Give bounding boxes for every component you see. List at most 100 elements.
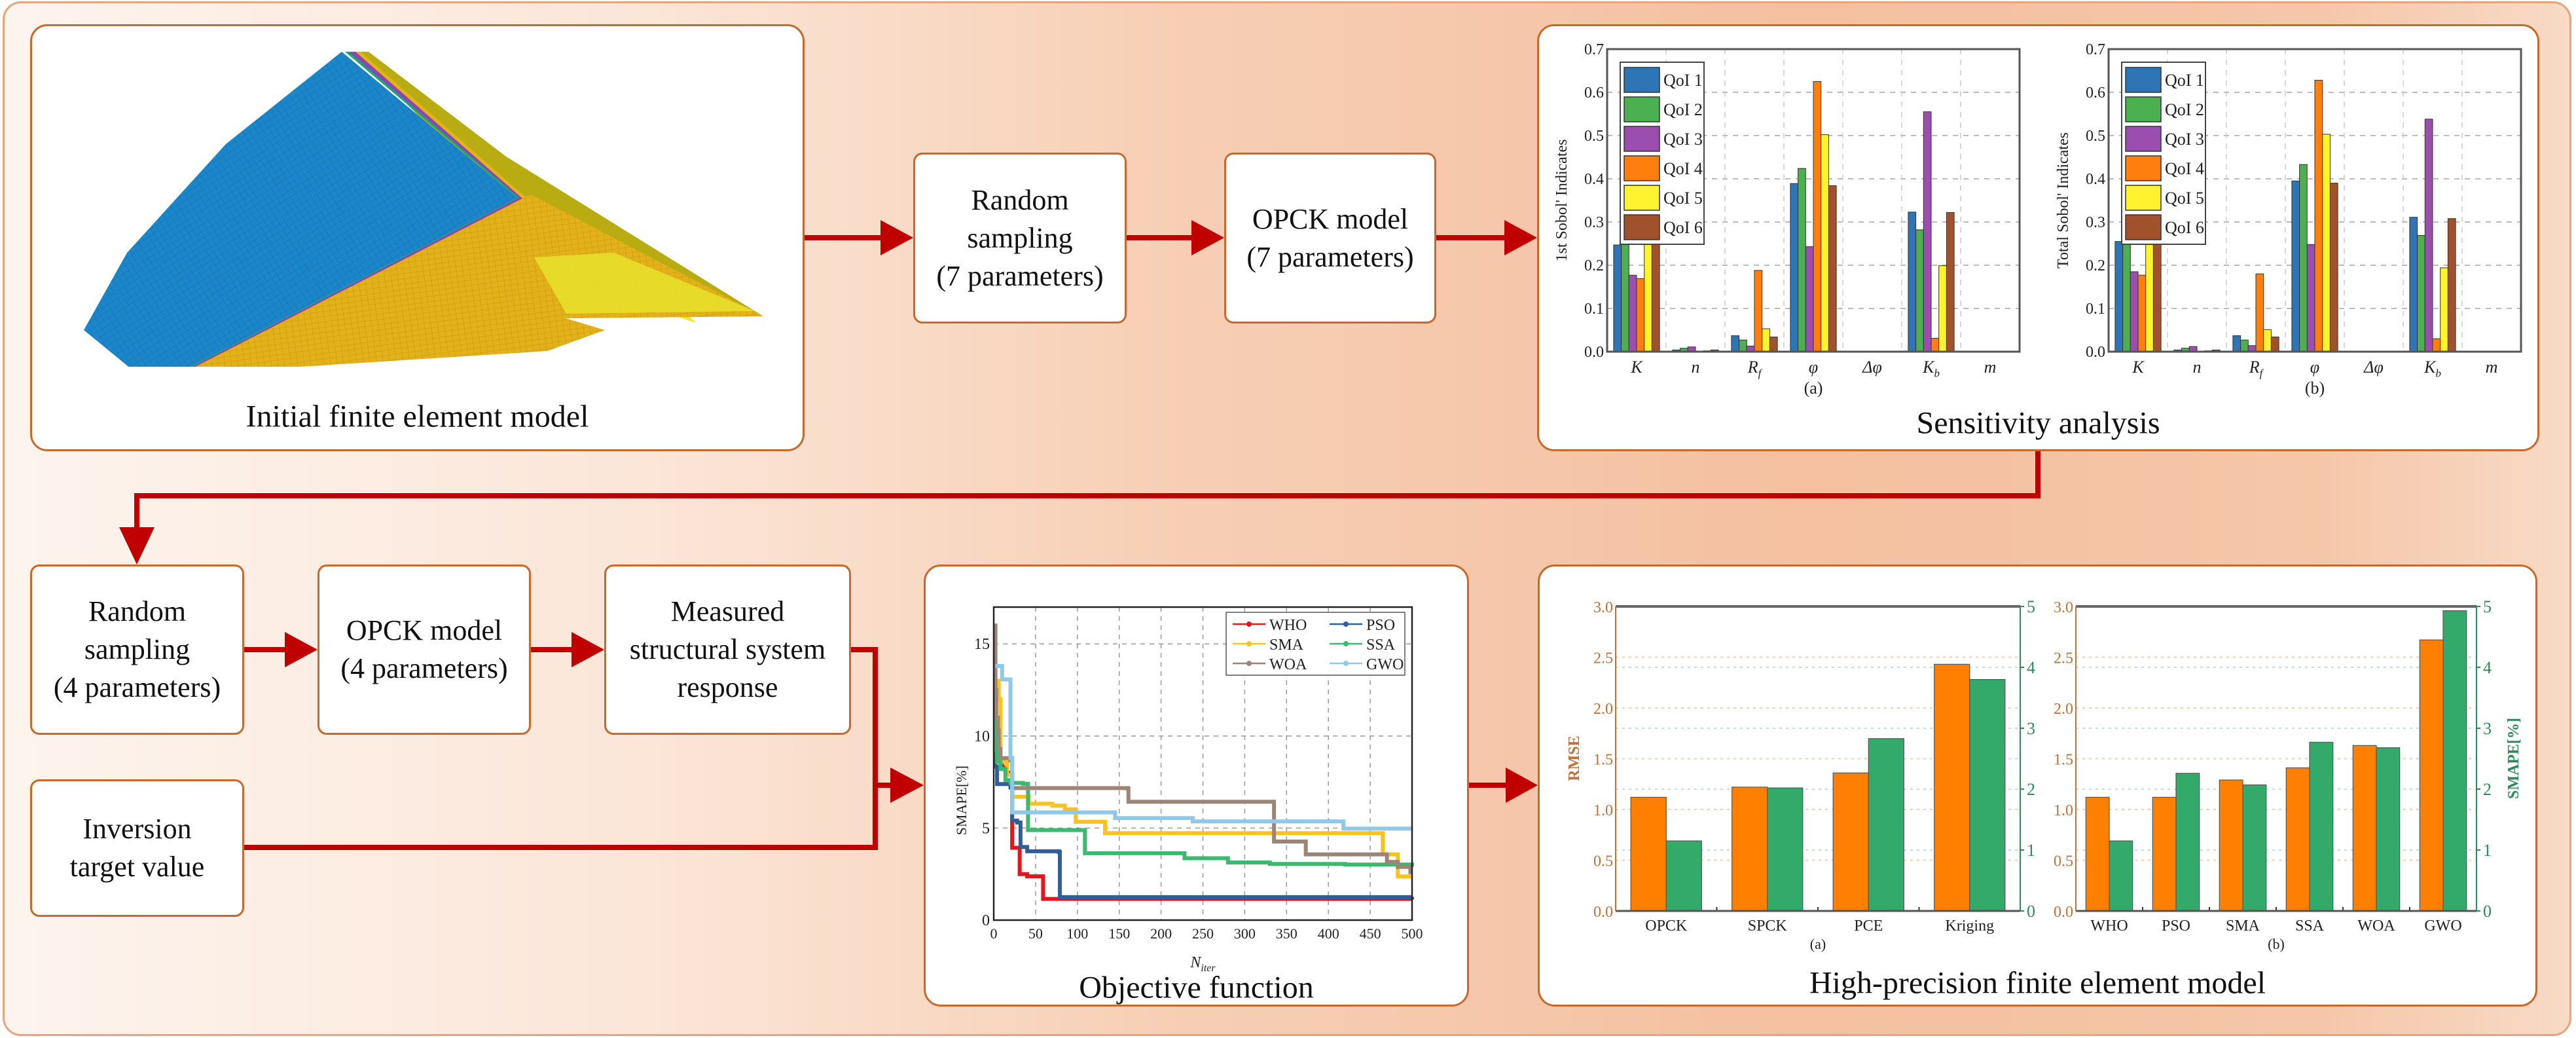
bar bbox=[2424, 119, 2433, 352]
sobol-first-order-chart: 0.0 0.1 0.2 0.3 0.4 0.5 0.6 0.7 K n Rf φ Δφ Kb m (a) 1st… bbox=[1553, 41, 2021, 398]
sobol-total-order-chart: 0.0 0.1 0.2 0.3 0.4 0.5 0.6 0.7 K n Rf φ Δφ Kb m (b) Tot… bbox=[2055, 41, 2522, 398]
y-tick-label: 2.0 bbox=[1593, 701, 1613, 718]
legend-swatch bbox=[2125, 96, 2162, 122]
y-right-tick-label: 0 bbox=[2483, 902, 2492, 921]
x-tick-label: φ bbox=[1809, 358, 1818, 377]
initial-model-panel: Initial finite element model bbox=[30, 24, 805, 451]
bar bbox=[2322, 134, 2331, 352]
y-tick-label: 2.5 bbox=[1593, 650, 1613, 667]
label-line: target value bbox=[69, 851, 205, 883]
inversion-target-box: Inversion target value bbox=[30, 779, 244, 917]
legend-label: QoI 5 bbox=[2165, 189, 2204, 208]
x-tick-label: Kb bbox=[1922, 358, 1940, 380]
dam-mesh-3d-icon bbox=[84, 52, 763, 367]
x-tick-label: m bbox=[2486, 358, 2498, 377]
rmse-bar bbox=[1832, 772, 1869, 912]
y-tick-label: 0.2 bbox=[1584, 257, 1604, 274]
bar bbox=[2240, 339, 2249, 352]
bar bbox=[2232, 335, 2241, 352]
smape-bar bbox=[2109, 840, 2133, 912]
x-tick-label: 250 bbox=[1192, 925, 1214, 942]
y-right-tick-label: 0 bbox=[2027, 902, 2035, 921]
y-right-tick-label: 4 bbox=[2027, 658, 2035, 677]
y-right-tick-label: 2 bbox=[2027, 780, 2035, 799]
sensitivity-title: Sensitivity analysis bbox=[1916, 405, 2160, 441]
x-tick-label: Δφ bbox=[1862, 358, 1882, 377]
bar bbox=[2122, 236, 2131, 352]
x-tick-label: 300 bbox=[1234, 925, 1256, 942]
initial-model-title: Initial finite element model bbox=[245, 399, 589, 434]
legend-label: GWO bbox=[1366, 656, 1404, 673]
y-right-axis-label: SMAPE[%] bbox=[2505, 718, 2522, 799]
y-axis-label: 1st Sobol' Indicates bbox=[1553, 139, 1570, 262]
y-tick-label: 0.1 bbox=[2086, 301, 2105, 318]
smape-bar bbox=[2376, 747, 2401, 912]
label-line: Random bbox=[88, 595, 187, 627]
y-right-tick-label: 5 bbox=[2483, 597, 2492, 616]
label-line: (4 parameters) bbox=[340, 652, 508, 684]
y-tick-label: 0.7 bbox=[1584, 41, 1604, 58]
rmse-bar bbox=[2085, 796, 2110, 912]
smape-bar bbox=[1969, 679, 2006, 912]
rmse-bar bbox=[2285, 767, 2310, 912]
convergence-line bbox=[995, 663, 1412, 831]
chart-subtitle: (a) bbox=[1810, 936, 1826, 952]
legend-swatch bbox=[1624, 126, 1660, 152]
y-tick-label: 5 bbox=[982, 820, 990, 837]
smape-bar bbox=[2442, 610, 2467, 912]
smape-bar bbox=[2242, 784, 2267, 912]
x-tick-label: PCE bbox=[1854, 918, 1883, 935]
y-tick-label: 0.3 bbox=[2086, 214, 2105, 231]
label-line: OPCK model bbox=[1252, 202, 1409, 235]
legend-label: QoI 4 bbox=[1663, 159, 1703, 178]
bar bbox=[2291, 180, 2300, 352]
y-tick-label: 0.6 bbox=[2086, 84, 2105, 102]
y-right-tick-label: 4 bbox=[2483, 658, 2492, 677]
bar bbox=[2306, 244, 2315, 352]
x-tick-label: Rf bbox=[1747, 358, 1763, 380]
x-tick-label: 100 bbox=[1066, 925, 1088, 942]
y-tick-label: 0.5 bbox=[1584, 128, 1604, 145]
x-tick-label: WHO bbox=[2090, 918, 2128, 935]
x-tick-label: 0 bbox=[990, 925, 998, 942]
legend-label: QoI 6 bbox=[2165, 218, 2204, 237]
smape-bar bbox=[2309, 741, 2334, 912]
x-tick-label: GWO bbox=[2424, 918, 2461, 935]
x-tick-label: φ bbox=[2310, 358, 2319, 377]
x-tick-label: Δφ bbox=[2363, 358, 2384, 377]
y-tick-label: 2.5 bbox=[2054, 650, 2073, 667]
bar bbox=[2130, 271, 2139, 352]
x-tick-label: 50 bbox=[1028, 925, 1043, 942]
y-tick-label: 1.5 bbox=[2054, 752, 2073, 769]
random-sampling-4-box: Random sampling (4 parameters) bbox=[30, 565, 244, 735]
high-precision-panel: OPCK SPCK PCE Kriging 0.0 0.5 1.0 1.5 2.0 2.5 3.0 0… bbox=[1538, 565, 2537, 1007]
x-tick-label: OPCK bbox=[1645, 918, 1688, 935]
legend-swatch bbox=[2125, 155, 2162, 181]
y-axis-label: Total Sobol' Indicates bbox=[2055, 132, 2072, 269]
convergence-line bbox=[993, 656, 1412, 899]
x-tick-label: Kb bbox=[2423, 358, 2441, 380]
bar bbox=[2329, 183, 2338, 352]
x-tick-label: n bbox=[2193, 358, 2202, 377]
bar bbox=[2432, 338, 2441, 352]
bar bbox=[2440, 267, 2448, 352]
y-tick-label: 0.3 bbox=[1584, 214, 1604, 231]
y-tick-label: 1.0 bbox=[2054, 802, 2073, 819]
label-line: Random bbox=[971, 183, 1069, 216]
rmse-bar bbox=[2419, 639, 2444, 912]
x-axis-label: Niter bbox=[1189, 954, 1216, 974]
label-line: Inversion bbox=[82, 813, 192, 845]
bar bbox=[2137, 274, 2147, 352]
opck-model-7-box: OPCK model (7 parameters) bbox=[1224, 153, 1436, 324]
legend-swatch bbox=[1624, 67, 1660, 93]
y-tick-label: 3.0 bbox=[1593, 599, 1613, 616]
y-tick-label: 0.6 bbox=[1584, 84, 1604, 102]
x-tick-label: 350 bbox=[1276, 925, 1297, 942]
y-right-tick-label: 5 bbox=[2027, 597, 2035, 616]
legend-label: WOA bbox=[1269, 656, 1307, 673]
label-line: OPCK model bbox=[346, 614, 503, 646]
rmse-bar bbox=[2152, 796, 2177, 912]
convergence-line bbox=[996, 678, 1412, 879]
y-tick-label: 2.0 bbox=[2054, 701, 2073, 718]
